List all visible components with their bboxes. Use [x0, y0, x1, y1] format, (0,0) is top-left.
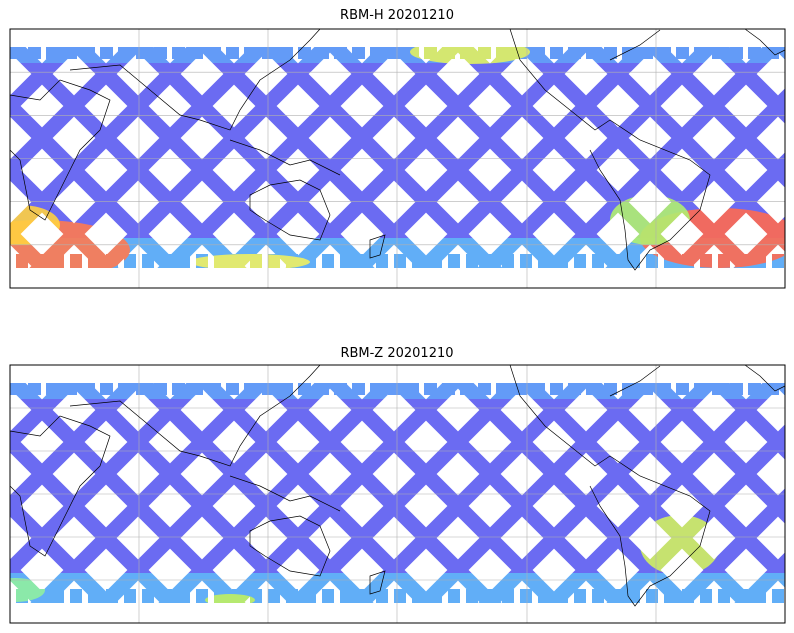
coastline [509, 28, 711, 271]
coastline [509, 364, 711, 607]
panel-title: RBM-H 20201210 [340, 8, 454, 23]
swath-highlight [410, 40, 530, 64]
swath-highlight [0, 578, 45, 602]
coastline [609, 365, 661, 397]
swaths [0, 383, 785, 606]
swath-highlight [0, 205, 60, 245]
coastline [9, 415, 111, 557]
coastline [249, 515, 331, 577]
swath-top [10, 47, 785, 63]
swath-highlight [640, 515, 720, 575]
coastline [369, 570, 386, 595]
coastline [249, 179, 331, 241]
coastline [69, 364, 321, 467]
coastline [69, 28, 321, 131]
map-frame [9, 364, 786, 624]
coastline [744, 364, 786, 392]
map-frame [9, 28, 786, 289]
coastline [369, 234, 386, 259]
swath-highlight [205, 594, 255, 606]
swath-top [10, 383, 785, 399]
coastline [9, 79, 111, 221]
coastline [229, 139, 341, 176]
coastline [744, 28, 786, 56]
swath-highlight [610, 195, 690, 245]
swath-highlight [190, 254, 310, 270]
coastline [609, 29, 661, 61]
panel-title: RBM-Z 20201210 [340, 346, 453, 361]
coastline [229, 475, 341, 512]
swath-bottom [10, 573, 785, 603]
